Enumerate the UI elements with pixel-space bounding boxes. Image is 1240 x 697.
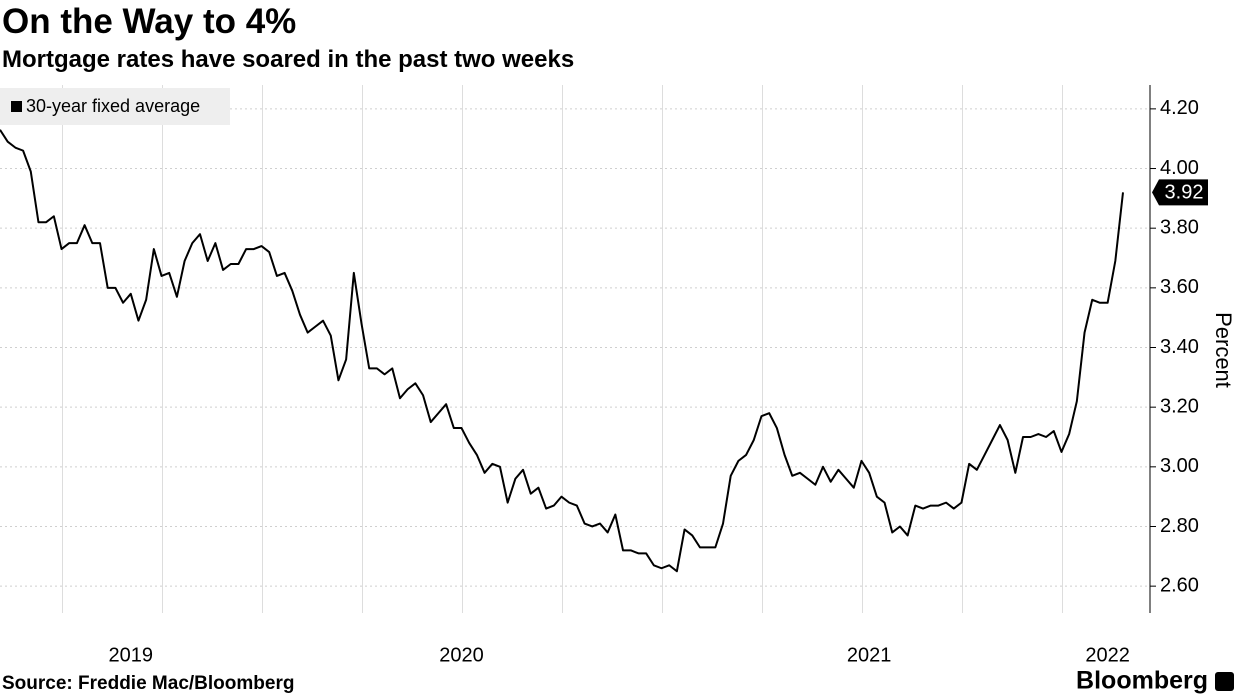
legend-swatch	[11, 101, 22, 112]
x-tick-label: 2022	[1085, 644, 1130, 666]
source: Source: Freddie Mac/Bloomberg	[2, 673, 294, 694]
x-tick-label: 2019	[109, 644, 154, 666]
value-label-box	[1152, 179, 1208, 206]
y-tick-label: 4.00	[1160, 157, 1199, 179]
value-label: 3.92	[1165, 182, 1204, 204]
y-tick-label: 4.20	[1160, 97, 1199, 119]
legend-label: 30-year fixed average	[26, 96, 200, 116]
y-tick-label: 3.40	[1160, 336, 1199, 358]
y-tick-label: 3.80	[1160, 216, 1199, 238]
chart-title: On the Way to 4%	[2, 2, 297, 41]
y-tick-label: 2.80	[1160, 515, 1199, 537]
y-tick-label: 3.00	[1160, 455, 1199, 477]
y-tick-label: 3.60	[1160, 276, 1199, 298]
y-axis-label: Percent	[1211, 312, 1236, 388]
x-tick-label: 2021	[847, 644, 892, 666]
line-series	[0, 129, 1124, 573]
chart-subtitle: Mortgage rates have soared in the past t…	[2, 46, 575, 73]
legend-box	[0, 88, 230, 125]
y-tick-label: 3.20	[1160, 395, 1199, 417]
logo-icon	[1215, 672, 1234, 691]
logo: Bloomberg	[1076, 667, 1208, 695]
y-tick-label: 2.60	[1160, 574, 1199, 596]
plot-background	[0, 85, 1150, 613]
x-tick-label: 2020	[439, 644, 484, 666]
